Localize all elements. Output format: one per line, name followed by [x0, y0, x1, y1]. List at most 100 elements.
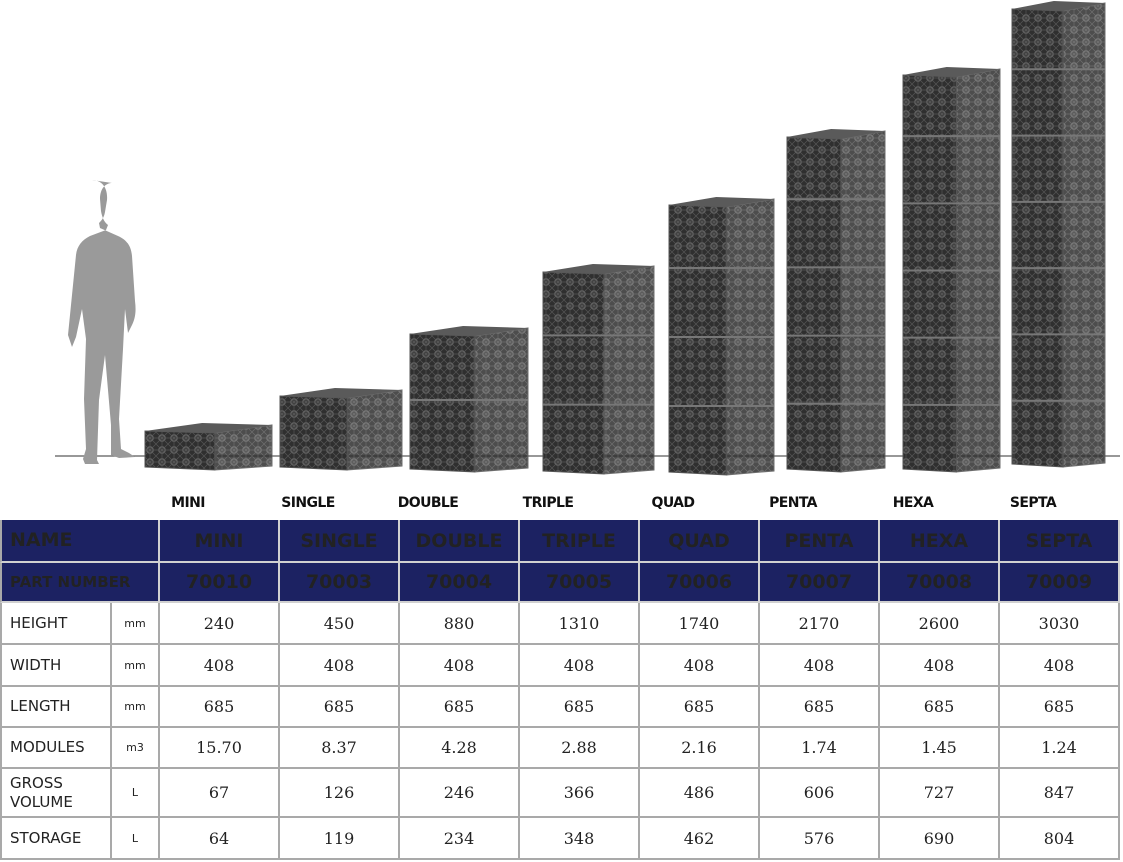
row-unit: mm	[112, 645, 160, 687]
row-unit: L	[112, 769, 160, 818]
value-cell: 408	[880, 645, 1000, 687]
part-number: 70005	[520, 563, 640, 603]
module-side	[346, 389, 403, 471]
module-label: SEPTA	[1009, 495, 1057, 511]
part-number: 70004	[400, 563, 520, 603]
value-cell: 685	[400, 687, 520, 728]
part-number: 70009	[1000, 563, 1120, 603]
value-cell: 2.88	[520, 728, 640, 769]
value-cell: 685	[760, 687, 880, 728]
value-cell: 1.24	[1000, 728, 1120, 769]
value-cell: 8.37	[280, 728, 400, 769]
value-cell: 408	[280, 645, 400, 687]
value-cell: 366	[520, 769, 640, 818]
value-cell: 1.74	[760, 728, 880, 769]
person-silhouette	[68, 180, 136, 464]
module-top	[280, 388, 402, 398]
module-side	[840, 130, 886, 473]
value-cell: 1.45	[880, 728, 1000, 769]
value-cell: 685	[520, 687, 640, 728]
value-cell: 3030	[1000, 603, 1120, 645]
row-label: GROSS VOLUME	[0, 769, 112, 818]
value-cell: 690	[880, 818, 1000, 860]
value-cell: 462	[640, 818, 760, 860]
header-cell: PENTA	[760, 520, 880, 563]
header-cell: SINGLE	[280, 520, 400, 563]
module-label: MINI	[171, 495, 205, 511]
row-unit: m3	[112, 728, 160, 769]
part-number-label: PART NUMBER	[0, 563, 160, 603]
module-label: PENTA	[769, 495, 817, 511]
header-cell: TRIPLE	[520, 520, 640, 563]
value-cell: 408	[640, 645, 760, 687]
module-side	[1062, 2, 1106, 468]
module-top	[787, 129, 885, 139]
value-cell: 847	[1000, 769, 1120, 818]
part-number: 70007	[760, 563, 880, 603]
value-cell: 804	[1000, 818, 1120, 860]
part-number: 70010	[160, 563, 280, 603]
module-front	[902, 74, 957, 473]
header-cell: HEXA	[880, 520, 1000, 563]
module-label: DOUBLE	[397, 495, 459, 511]
value-cell: 685	[280, 687, 400, 728]
module-top	[410, 326, 528, 336]
module-top	[145, 423, 272, 433]
value-cell: 126	[280, 769, 400, 818]
value-cell: 408	[760, 645, 880, 687]
row-unit: mm	[112, 603, 160, 645]
module-side	[603, 265, 655, 475]
value-cell: 450	[280, 603, 400, 645]
header-cell: NAME	[0, 520, 160, 563]
value-cell: 576	[760, 818, 880, 860]
value-cell: 2600	[880, 603, 1000, 645]
value-cell: 246	[400, 769, 520, 818]
module-front	[786, 136, 842, 473]
value-cell: 4.28	[400, 728, 520, 769]
row-label: WIDTH	[0, 645, 112, 687]
value-cell: 408	[1000, 645, 1120, 687]
value-cell: 2.16	[640, 728, 760, 769]
module-label: HEXA	[892, 495, 934, 511]
modules	[144, 1, 1106, 476]
value-cell: 606	[760, 769, 880, 818]
value-cell: 486	[640, 769, 760, 818]
row-unit: L	[112, 818, 160, 860]
value-cell: 685	[880, 687, 1000, 728]
value-cell: 67	[160, 769, 280, 818]
value-cell: 408	[520, 645, 640, 687]
product-illustration	[55, 1, 1120, 476]
value-cell: 64	[160, 818, 280, 860]
value-cell: 727	[880, 769, 1000, 818]
value-cell: 1310	[520, 603, 640, 645]
module-front	[668, 204, 728, 476]
value-cell: 685	[1000, 687, 1120, 728]
module-top	[903, 67, 1000, 77]
module-label: SINGLE	[281, 495, 335, 511]
value-cell: 1740	[640, 603, 760, 645]
module-top	[543, 264, 654, 274]
row-label: LENGTH	[0, 687, 112, 728]
value-cell: 348	[520, 818, 640, 860]
value-cell: 119	[280, 818, 400, 860]
header-cell: MINI	[160, 520, 280, 563]
row-label: HEIGHT	[0, 603, 112, 645]
part-number: 70008	[880, 563, 1000, 603]
value-cell: 15.70	[160, 728, 280, 769]
header-cell: DOUBLE	[400, 520, 520, 563]
module-front	[542, 271, 605, 475]
part-number: 70006	[640, 563, 760, 603]
value-cell: 408	[160, 645, 280, 687]
module-front	[279, 395, 348, 471]
value-cell: 408	[400, 645, 520, 687]
header-cell: QUAD	[640, 520, 760, 563]
module-front	[144, 430, 216, 471]
row-label: STORAGE	[0, 818, 112, 860]
value-cell: 880	[400, 603, 520, 645]
module-label: QUAD	[651, 495, 696, 511]
module-top	[1012, 1, 1105, 11]
value-cell: 2170	[760, 603, 880, 645]
value-cell: 240	[160, 603, 280, 645]
module-label: TRIPLE	[522, 495, 574, 511]
